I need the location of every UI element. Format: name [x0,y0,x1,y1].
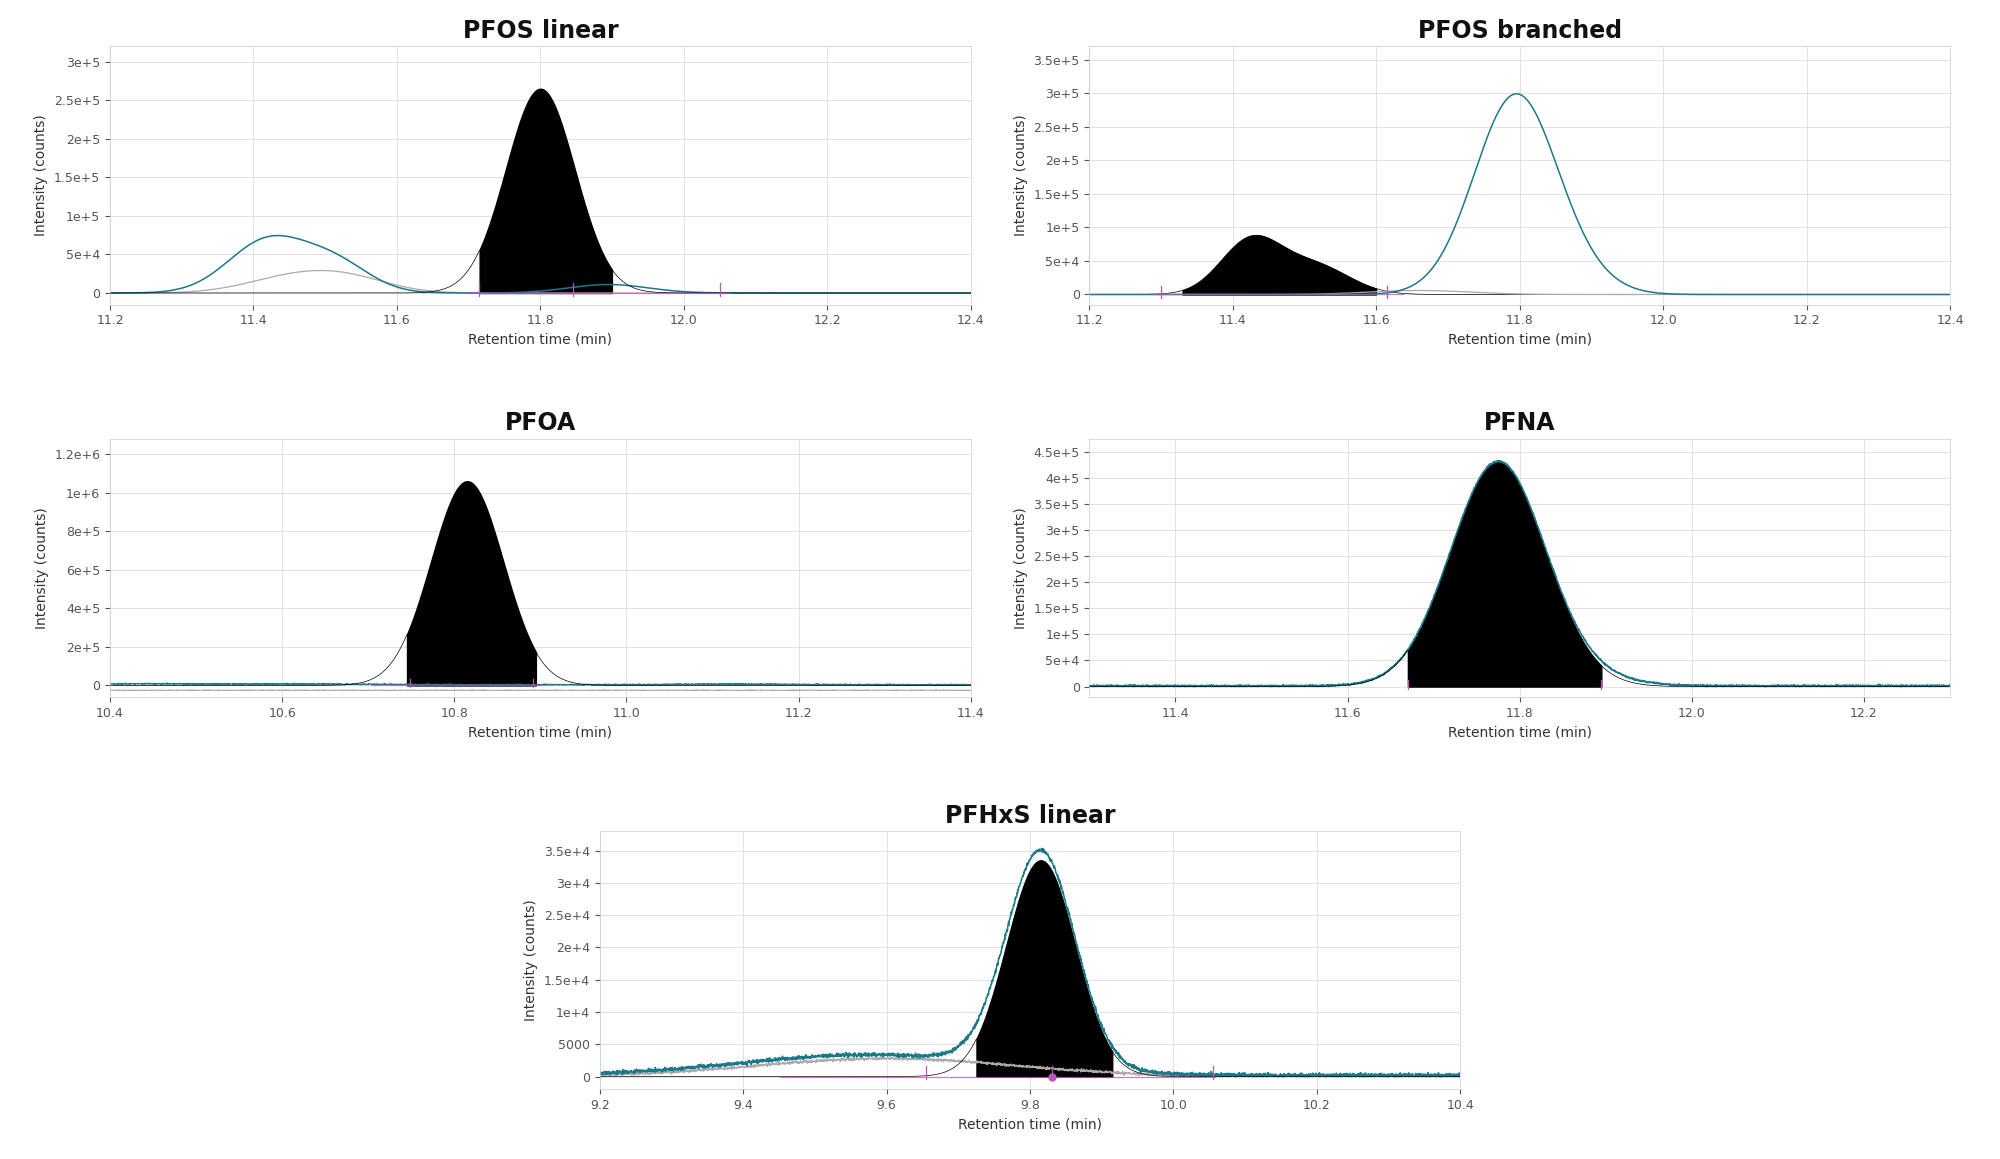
Title: PFHxS linear: PFHxS linear [944,804,1116,828]
Title: PFNA: PFNA [1484,411,1556,436]
Y-axis label: Intensity (counts): Intensity (counts) [34,506,48,629]
X-axis label: Retention time (min): Retention time (min) [958,1117,1102,1131]
X-axis label: Retention time (min): Retention time (min) [1448,726,1592,739]
Y-axis label: Intensity (counts): Intensity (counts) [34,115,48,236]
Y-axis label: Intensity (counts): Intensity (counts) [524,899,538,1021]
Title: PFOS branched: PFOS branched [1418,19,1622,43]
X-axis label: Retention time (min): Retention time (min) [468,333,612,347]
Y-axis label: Intensity (counts): Intensity (counts) [1014,115,1028,236]
Y-axis label: Intensity (counts): Intensity (counts) [1014,506,1028,629]
Title: PFOA: PFOA [504,411,576,436]
X-axis label: Retention time (min): Retention time (min) [468,726,612,739]
X-axis label: Retention time (min): Retention time (min) [1448,333,1592,347]
Title: PFOS linear: PFOS linear [462,19,618,43]
